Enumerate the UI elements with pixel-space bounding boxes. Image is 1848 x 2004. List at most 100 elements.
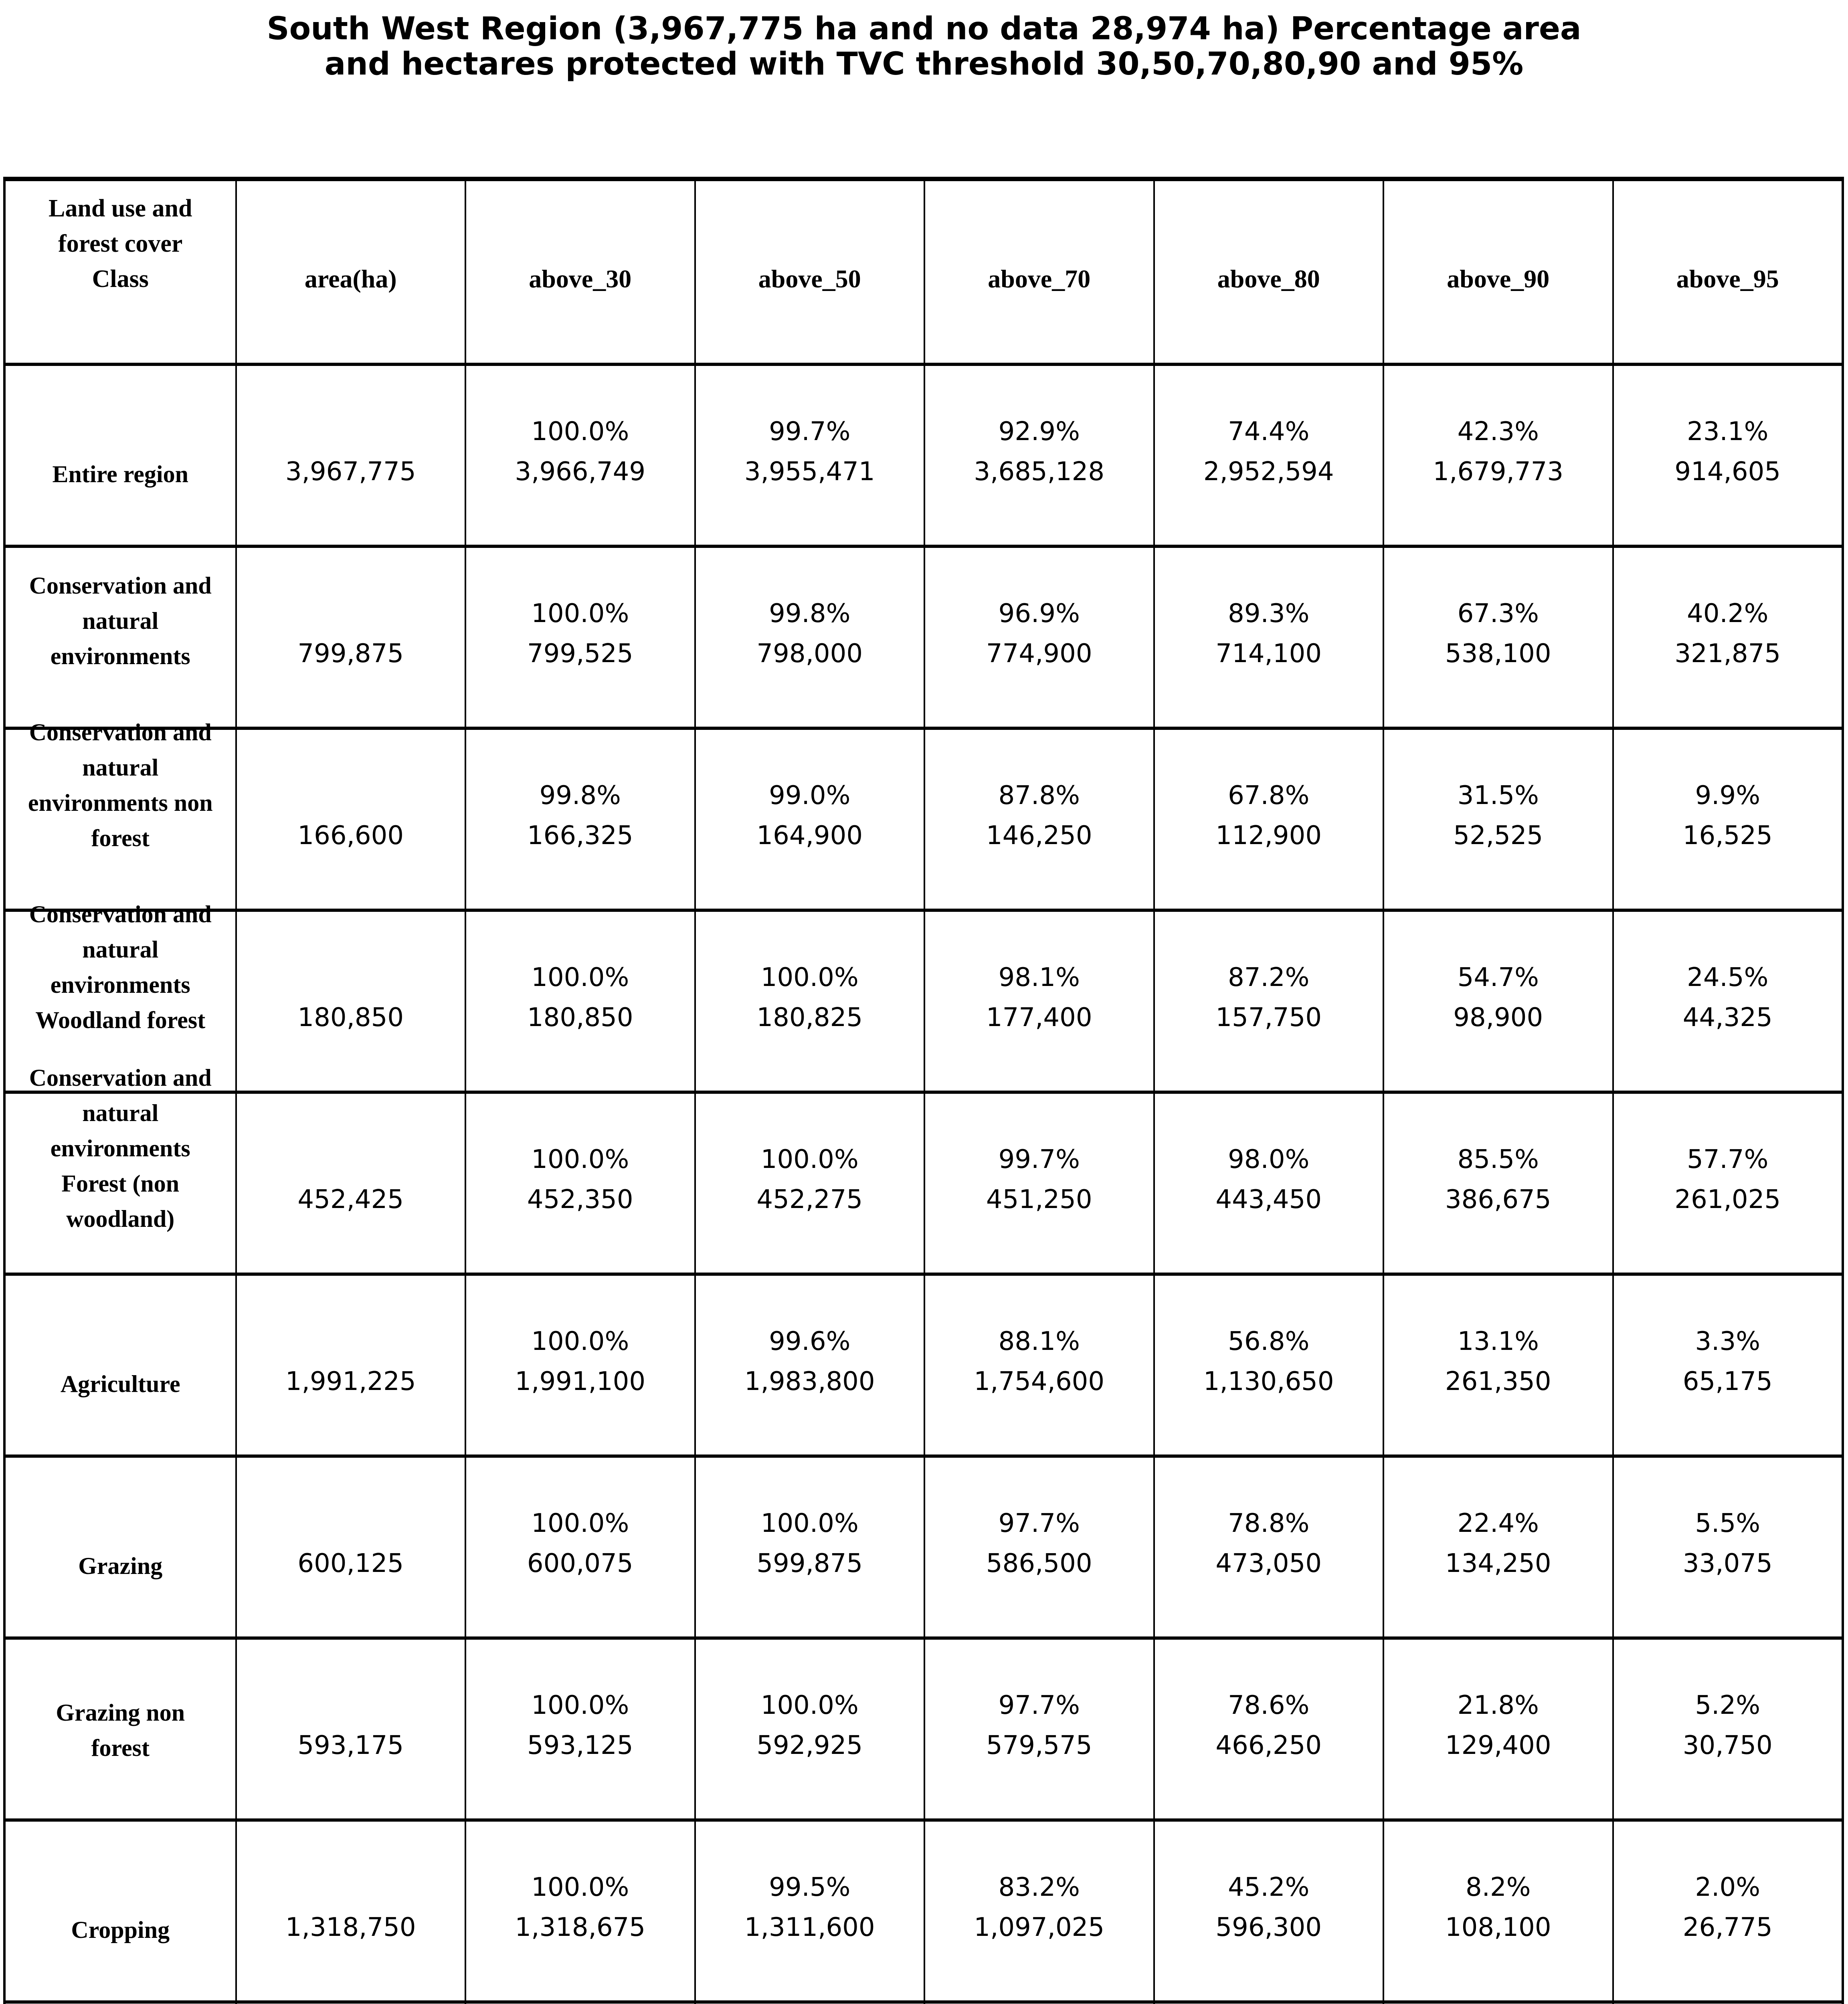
threshold-values: 100.0% 1,318,675 [469, 1867, 691, 1947]
threshold-cell: 67.8% 112,900 [1153, 730, 1383, 909]
percent-value: 89.3% [1228, 599, 1310, 628]
row-label-cell: Agriculture [6, 1276, 235, 1455]
threshold-values: 99.8% 166,325 [469, 776, 691, 856]
threshold-values: 100.0% 592,925 [699, 1685, 921, 1766]
hectares-value: 443,450 [1215, 1185, 1322, 1214]
hectares-value: 579,575 [986, 1731, 1092, 1760]
threshold-values: 21.8% 129,400 [1387, 1685, 1609, 1766]
area-cell: 452,425 [235, 1094, 465, 1273]
threshold-cell: 100.0% 593,125 [465, 1640, 694, 1818]
threshold-values: 88.1% 1,754,600 [928, 1321, 1150, 1402]
header-cell-above30: above_30 [465, 181, 694, 363]
threshold-values: 85.5% 386,675 [1387, 1139, 1609, 1220]
threshold-cell: 78.8% 473,050 [1153, 1458, 1383, 1636]
threshold-values: 8.2% 108,100 [1387, 1867, 1609, 1947]
percent-value: 97.7% [998, 1691, 1080, 1720]
threshold-cell: 100.0% 592,925 [694, 1640, 924, 1818]
threshold-cell: 100.0% 180,850 [465, 912, 694, 1091]
hectares-value: 146,250 [986, 821, 1092, 850]
threshold-cell: 100.0% 1,991,100 [465, 1276, 694, 1455]
threshold-values: 24.5% 44,325 [1617, 958, 1839, 1038]
row-label: Conservation and natural environments Wo… [29, 901, 212, 1033]
threshold-cell: 40.2% 321,875 [1612, 548, 1842, 727]
header-cell-above70: above_70 [924, 181, 1153, 363]
threshold-cell: 92.9% 3,685,128 [924, 366, 1153, 545]
percent-value: 99.8% [769, 599, 851, 628]
area-value: 593,175 [297, 1731, 404, 1760]
threshold-values: 99.6% 1,983,800 [699, 1321, 921, 1402]
hectares-value: 473,050 [1215, 1549, 1322, 1578]
threshold-values: 57.7% 261,025 [1617, 1139, 1839, 1220]
threshold-cell: 85.5% 386,675 [1383, 1094, 1612, 1273]
threshold-values: 31.5% 52,525 [1387, 776, 1609, 856]
threshold-cell: 22.4% 134,250 [1383, 1458, 1612, 1636]
percent-value: 99.7% [998, 1145, 1080, 1174]
area-cell: 1,318,750 [235, 1822, 465, 2000]
hectares-value: 129,400 [1445, 1731, 1551, 1760]
area-cell: 799,875 [235, 548, 465, 727]
percent-value: 100.0% [531, 1873, 629, 1902]
hectares-value: 599,875 [756, 1549, 863, 1578]
threshold-cell: 45.2% 596,300 [1153, 1822, 1383, 2000]
hectares-value: 164,900 [756, 821, 863, 850]
threshold-cell: 97.7% 586,500 [924, 1458, 1153, 1636]
percent-value: 2.0% [1695, 1873, 1761, 1902]
hectares-value: 3,955,471 [744, 457, 875, 487]
threshold-values: 99.7% 451,250 [928, 1139, 1150, 1220]
threshold-values: 42.3% 1,679,773 [1387, 412, 1609, 492]
row-label-cell: Conservation and natural environments [6, 548, 235, 727]
table-row: Conservation and natural environments Wo… [6, 901, 1842, 1091]
threshold-values: 67.3% 538,100 [1387, 594, 1609, 674]
threshold-cell: 87.2% 157,750 [1153, 912, 1383, 1091]
threshold-values: 92.9% 3,685,128 [928, 412, 1150, 492]
percent-value: 98.0% [1228, 1145, 1310, 1174]
hectares-value: 3,685,128 [974, 457, 1105, 487]
percent-value: 100.0% [531, 417, 629, 446]
percent-value: 21.8% [1457, 1691, 1539, 1720]
area-cell: 593,175 [235, 1640, 465, 1818]
hectares-value: 98,900 [1453, 1003, 1543, 1032]
percent-value: 99.6% [769, 1327, 851, 1356]
hectares-value: 1,130,650 [1203, 1367, 1334, 1396]
hectares-value: 44,325 [1682, 1003, 1773, 1032]
threshold-values: 89.3% 714,100 [1158, 594, 1380, 674]
hectares-value: 592,925 [756, 1731, 863, 1760]
row-label-cell: Conservation and natural environments no… [6, 719, 235, 909]
hectares-value: 386,675 [1445, 1185, 1551, 1214]
percent-value: 98.1% [998, 963, 1080, 992]
threshold-values: 67.8% 112,900 [1158, 776, 1380, 856]
threshold-cell: 100.0% 452,275 [694, 1094, 924, 1273]
threshold-values: 99.7% 3,955,471 [699, 412, 921, 492]
percent-value: 74.4% [1228, 417, 1310, 446]
threshold-values: 83.2% 1,097,025 [928, 1867, 1150, 1947]
percent-value: 87.2% [1228, 963, 1310, 992]
table-row: Conservation and natural environments Fo… [6, 1065, 1842, 1273]
threshold-values: 100.0% 599,875 [699, 1503, 921, 1584]
table-row: Grazing 600,125 100.0% 600,075 100.0% 599,875… [6, 1455, 1842, 1636]
area-value: 180,850 [297, 1003, 404, 1032]
threshold-values: 100.0% 3,966,749 [469, 412, 691, 492]
percent-value: 3.3% [1695, 1327, 1761, 1356]
threshold-cell: 5.5% 33,075 [1612, 1458, 1842, 1636]
threshold-cell: 99.8% 798,000 [694, 548, 924, 727]
percent-value: 9.9% [1695, 781, 1761, 810]
row-label-cell: Grazing [6, 1458, 235, 1636]
threshold-cell: 5.2% 30,750 [1612, 1640, 1842, 1818]
threshold-cell: 100.0% 799,525 [465, 548, 694, 727]
hectares-value: 2,952,594 [1203, 457, 1334, 487]
threshold-cell: 21.8% 129,400 [1383, 1640, 1612, 1818]
row-label-cell: Cropping [6, 1822, 235, 2000]
threshold-cell: 23.1% 914,605 [1612, 366, 1842, 545]
threshold-cell: 89.3% 714,100 [1153, 548, 1383, 727]
threshold-values: 100.0% 180,825 [699, 958, 921, 1038]
table-row: Cropping 1,318,750 100.0% 1,318,675 99.5% 1,3… [6, 1818, 1842, 2000]
threshold-cell: 2.0% 26,775 [1612, 1822, 1842, 2000]
percent-value: 100.0% [531, 1145, 629, 1174]
area-value: 452,425 [297, 1185, 404, 1214]
threshold-values: 13.1% 261,350 [1387, 1321, 1609, 1402]
hectares-value: 52,525 [1453, 821, 1543, 850]
hectares-value: 451,250 [986, 1185, 1092, 1214]
hectares-value: 466,250 [1215, 1731, 1322, 1760]
percent-value: 100.0% [531, 1327, 629, 1356]
percent-value: 8.2% [1465, 1873, 1531, 1902]
